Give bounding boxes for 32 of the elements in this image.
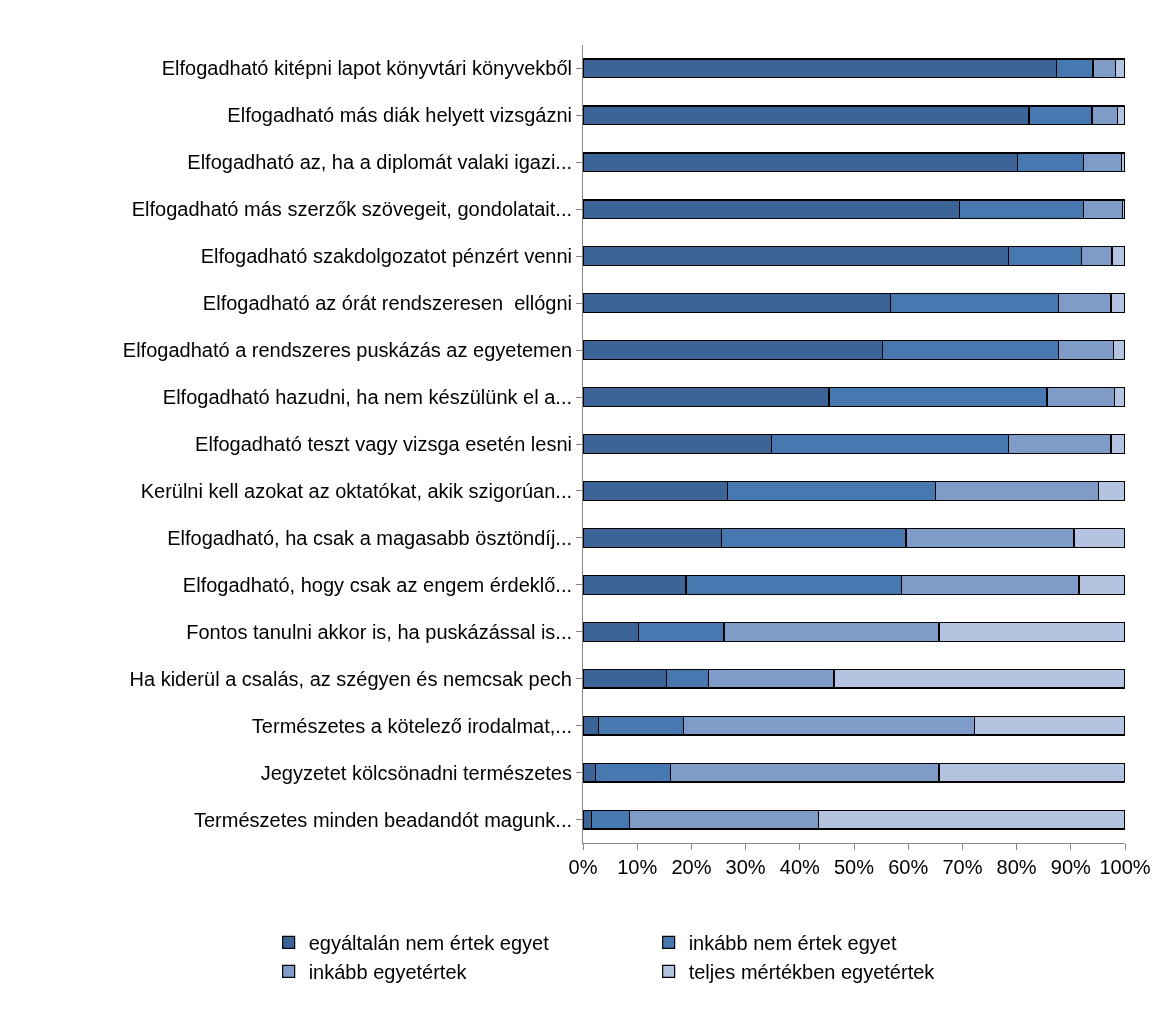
y-tick-label: Jegyzetet kölcsönadni természetes (260, 761, 572, 784)
x-tick-label: 100% (1099, 856, 1151, 878)
x-tick-label: 70% (942, 856, 983, 878)
y-tick-label: Elfogadható a rendszeres puskázás az egyetemen (122, 339, 572, 362)
x-tick-label: 60% (888, 856, 929, 878)
y-tick-label: Elfogadható kitépni lapot könyvtári könyvekből (161, 57, 572, 80)
y-tick-label: Természetes a kötelező irodalmat,... (251, 714, 572, 737)
y-tick-label: Elfogadható teszt vagy vizsga esetén lesni (195, 433, 572, 455)
y-tick-label: Elfogadható hazudni, ha nem készülünk el a... (162, 386, 572, 409)
y-tick-label: Fontos tanulni akkor is, ha puskázással is... (186, 620, 572, 643)
y-tick-label: Elfogadható szakdolgozatot pénzért venni (200, 245, 572, 268)
legend-label: egyáltalán nem értek egyet (308, 932, 550, 955)
y-tick-label: Elfogadható az, ha a diplomát valaki igazi... (187, 151, 572, 174)
y-tick-label: Kerülni kell azokat az oktatókat, akik szigorúan... (140, 479, 572, 502)
y-tick-label: Elfogadható más szerzők szövegeit, gondolatait... (131, 198, 572, 221)
x-tick-label: 40% (779, 856, 821, 878)
x-tick-label: 80% (996, 856, 1037, 878)
x-tick-label: 0% (568, 856, 598, 878)
x-tick-label: 10% (617, 856, 658, 878)
y-tick-label: Elfogadható, hogy csak az engem érdeklő... (182, 573, 572, 596)
x-tick-label: 20% (671, 856, 712, 878)
legend-label: inkább nem értek egyet (688, 932, 897, 955)
y-tick-label: Elfogadható más diák helyett vizsgázni (227, 104, 572, 127)
legend-label: teljes mértékben egyetértek (688, 961, 936, 984)
x-tick-label: 50% (833, 856, 875, 878)
legend-label: inkább egyetértek (308, 961, 468, 984)
y-tick-label: Elfogadható, ha csak a magasabb ösztöndíj... (167, 526, 572, 549)
y-tick-label: Természetes minden beadandót magunk... (194, 808, 572, 831)
y-tick-label: Elfogadható az órát rendszeresen ellógni (202, 292, 572, 315)
y-tick-label: Ha kiderül a csalás, az szégyen és nemcsak pech (129, 667, 572, 690)
x-tick-label: 30% (725, 856, 766, 878)
x-tick-label: 90% (1050, 856, 1092, 878)
